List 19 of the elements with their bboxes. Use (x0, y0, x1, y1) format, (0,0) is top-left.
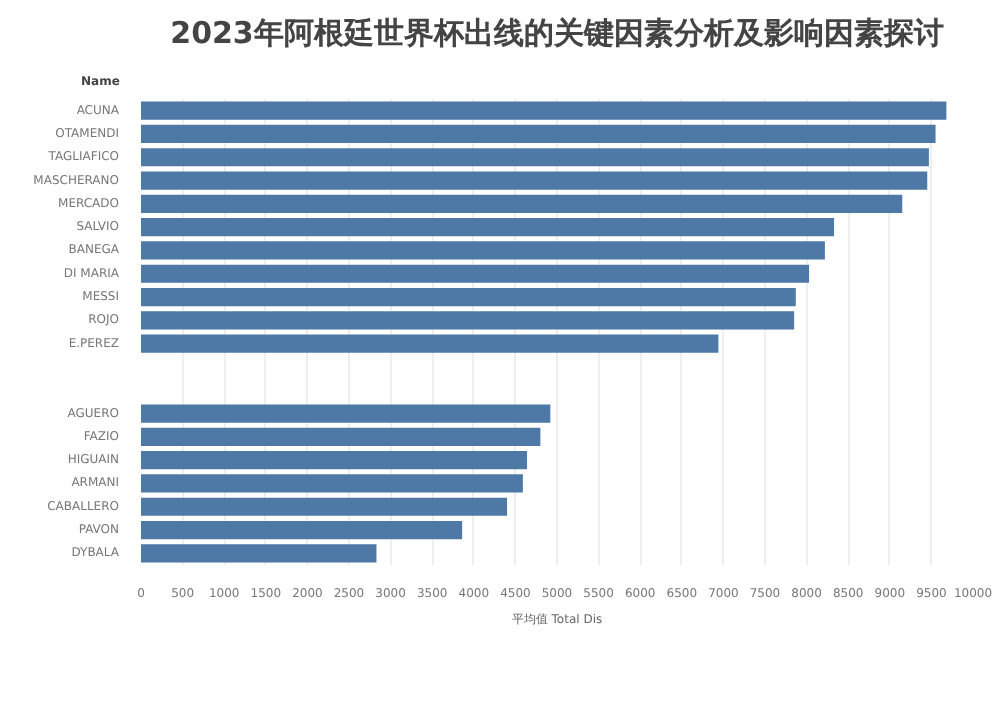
bar (141, 334, 719, 353)
bar (141, 218, 835, 237)
bar (141, 474, 523, 493)
bar (141, 544, 377, 563)
bar (141, 427, 541, 446)
bar (141, 404, 551, 423)
bar (141, 264, 810, 283)
bar (141, 241, 825, 260)
bar (141, 171, 928, 190)
chart-title: 2023年阿根廷世界杯出线的关键因素分析及影响因素探讨 (170, 15, 944, 51)
bar (141, 148, 929, 167)
bar (141, 101, 947, 120)
bar (141, 520, 463, 540)
bar (141, 194, 903, 213)
bar (141, 497, 508, 516)
bar (141, 451, 528, 470)
bar (141, 311, 795, 330)
bar (141, 124, 936, 144)
bar (141, 287, 796, 307)
